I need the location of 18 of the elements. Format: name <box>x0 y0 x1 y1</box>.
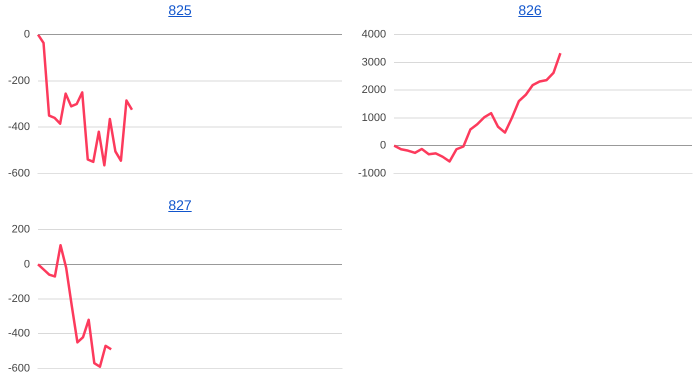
y-tick-label: -200 <box>8 74 30 87</box>
y-tick-label: -1000 <box>358 167 386 180</box>
y-tick-label: 0 <box>24 28 30 41</box>
y-tick-label: 4000 <box>362 28 386 41</box>
y-tick-label: -400 <box>8 328 30 340</box>
chart-title: 827 <box>167 196 193 215</box>
y-tick-label: -600 <box>8 167 30 180</box>
y-tick-label: 2000 <box>362 84 386 96</box>
chart-title: 826 <box>517 1 543 20</box>
y-tick-label: -200 <box>8 293 30 306</box>
chart-title: 825 <box>167 1 193 20</box>
y-tick-label: 0 <box>24 258 30 270</box>
y-tick-label: 200 <box>12 224 30 236</box>
y-tick-label: -600 <box>8 362 30 374</box>
y-tick-label: 1000 <box>362 112 386 124</box>
y-tick-label: 0 <box>380 140 386 152</box>
y-tick-label: -400 <box>8 121 30 134</box>
y-tick-label: 3000 <box>362 56 386 68</box>
